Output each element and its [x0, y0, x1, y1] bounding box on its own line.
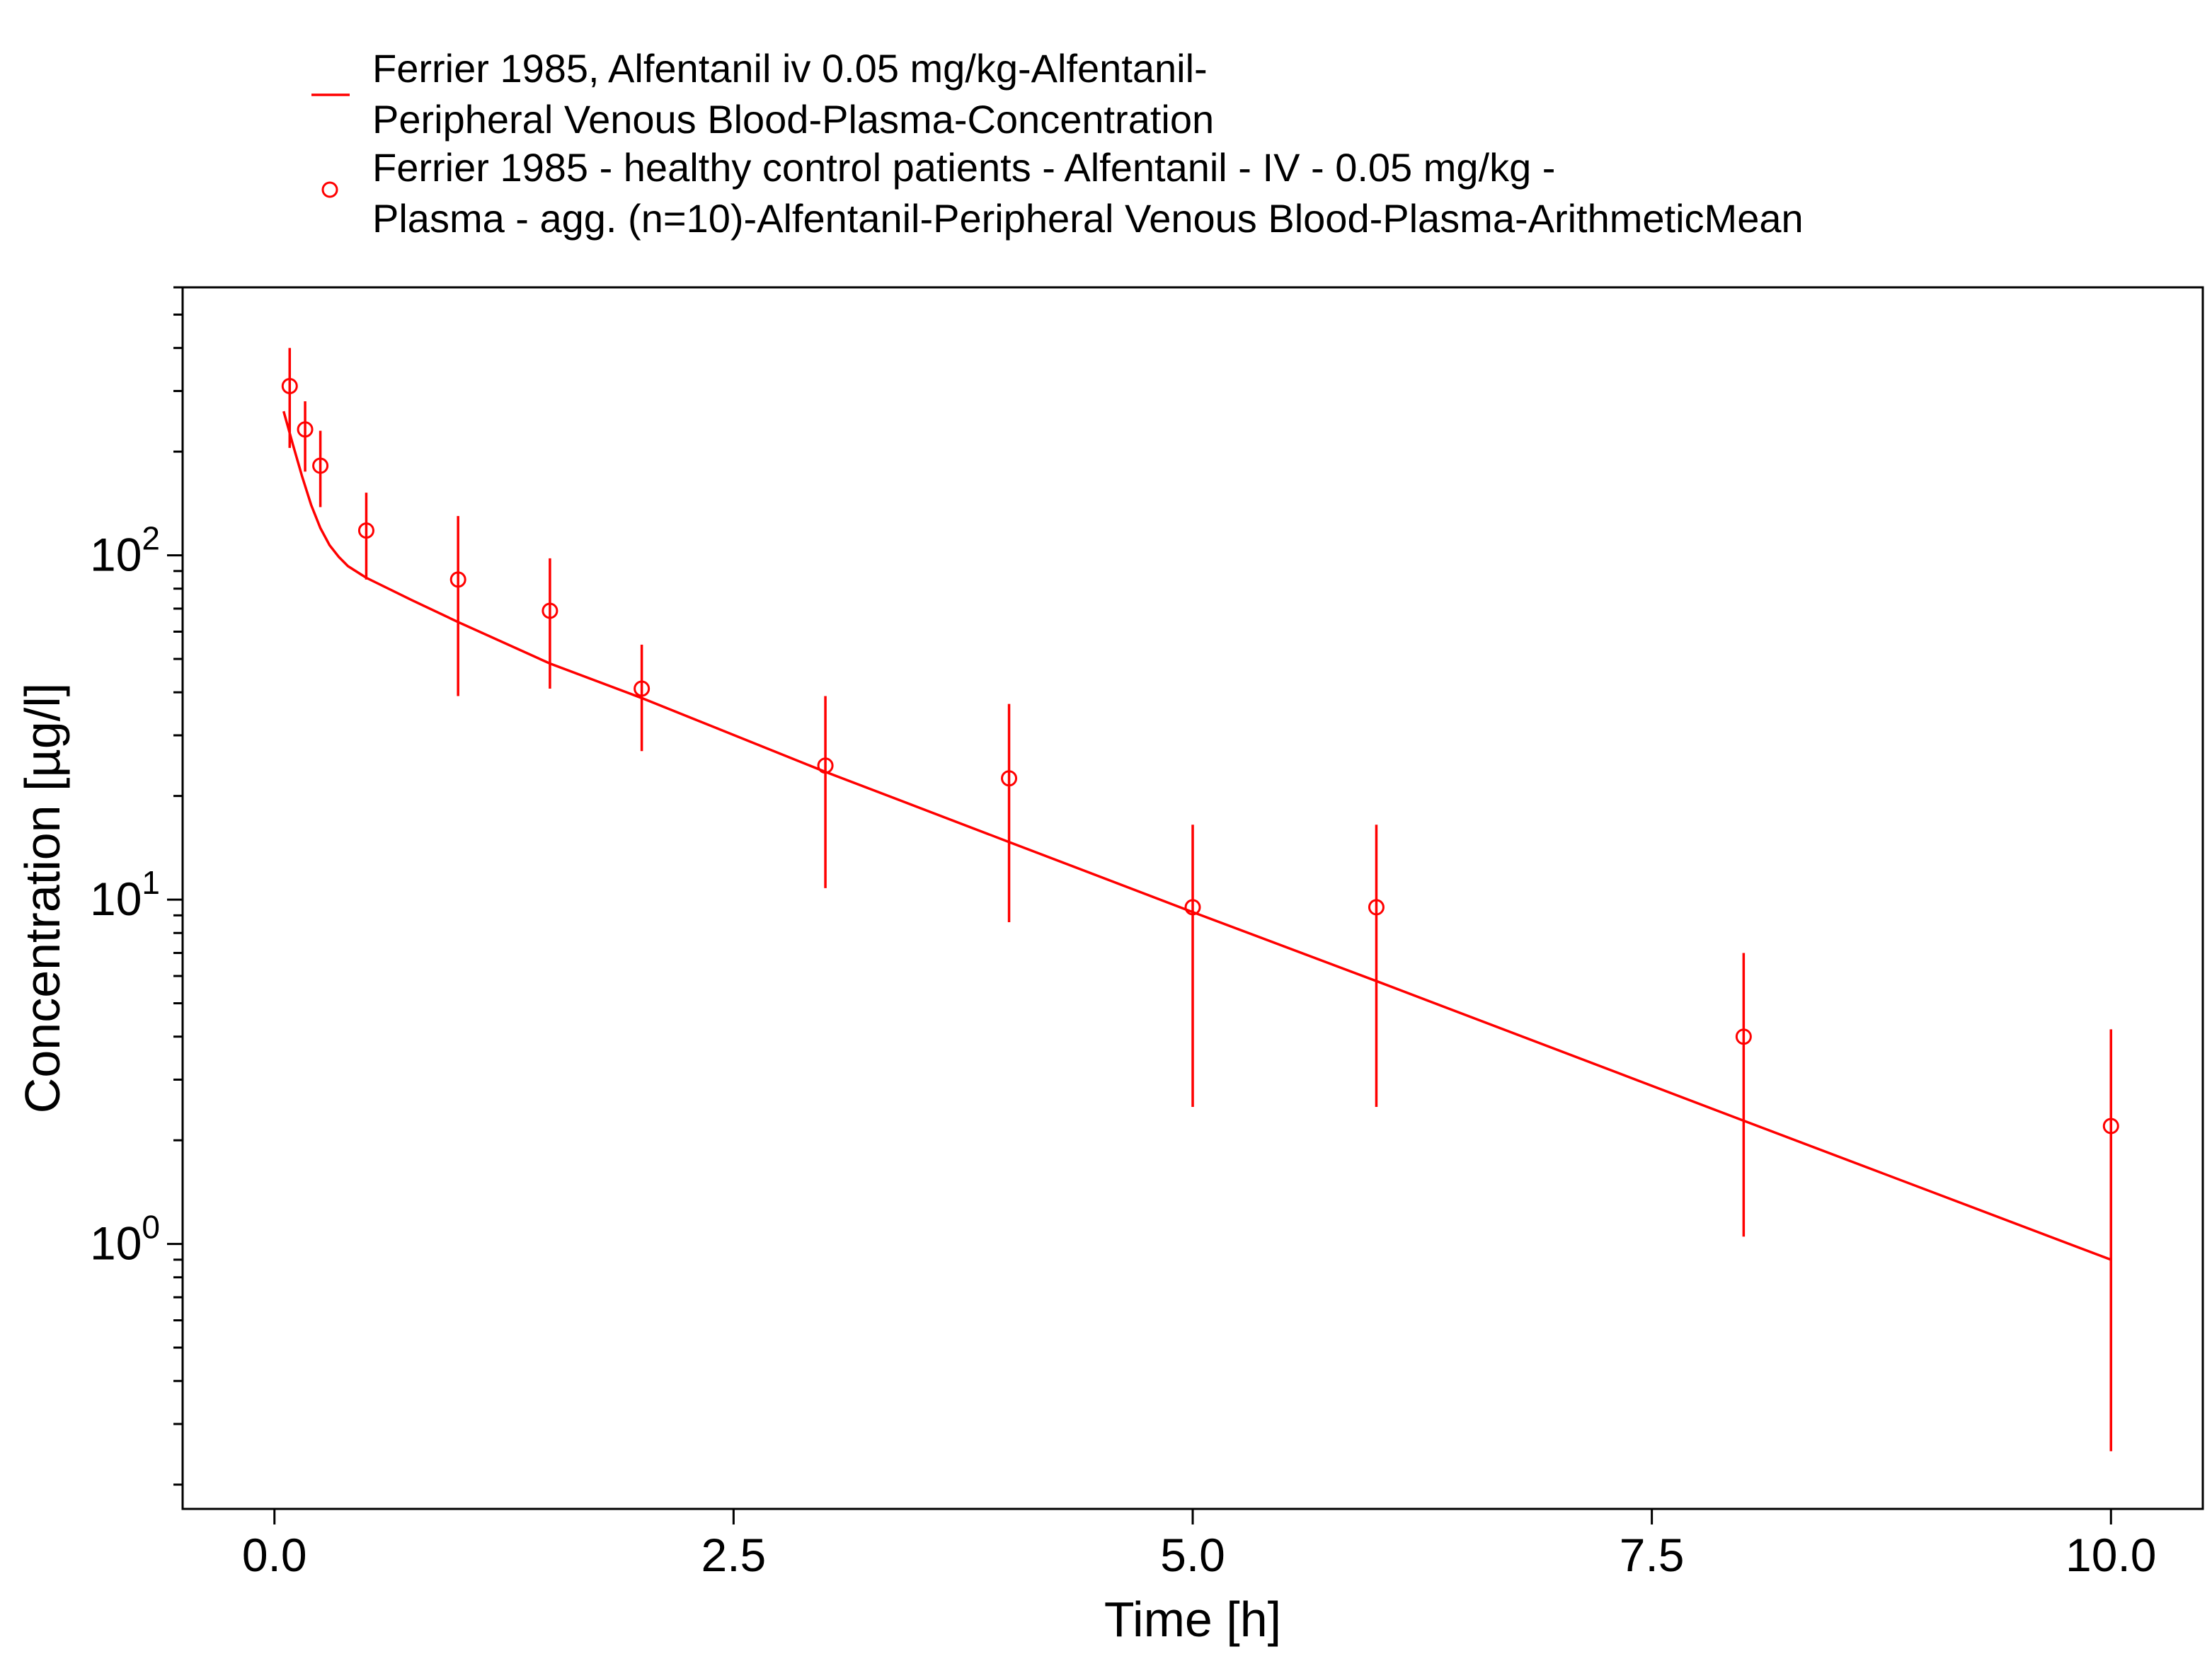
legend-label: Ferrier 1985, Alfentanil iv 0.05 mg/kg-A…	[372, 46, 1208, 91]
data-point	[634, 680, 651, 697]
legend-label: Plasma - agg. (n=10)-Alfentanil-Peripher…	[372, 196, 1804, 241]
x-tick-label: 0.0	[242, 1529, 307, 1581]
data-point	[1184, 899, 1201, 916]
x-tick-label: 10.0	[2065, 1529, 2156, 1581]
y-axis-label: Concentration [µg/l]	[15, 683, 70, 1113]
data-point	[312, 457, 329, 474]
data-point	[541, 602, 558, 619]
data-point	[1735, 1028, 1752, 1045]
legend-marker-swatch	[321, 181, 338, 198]
data-point	[449, 571, 466, 588]
data-point	[1001, 770, 1018, 787]
y-tick-label: 102	[90, 520, 160, 581]
legend-label: Ferrier 1985 - healthy control patients …	[372, 145, 1555, 190]
x-axis: 0.0 2.5 5.0 7.5 10.0	[242, 1509, 2157, 1581]
simulation-line	[282, 410, 2111, 1261]
legend-label: Peripheral Venous Blood-Plasma-Concentra…	[372, 97, 1214, 142]
y-tick-label: 100	[90, 1209, 160, 1270]
data-point	[281, 378, 298, 395]
data-point	[2102, 1118, 2119, 1135]
data-point	[1368, 899, 1385, 916]
y-axis: 100 101 102	[90, 286, 183, 1486]
x-tick-label: 2.5	[701, 1529, 766, 1581]
x-axis-label: Time [h]	[1104, 1592, 1281, 1647]
data-point	[297, 421, 314, 438]
y-tick-label: 101	[90, 864, 160, 925]
legend: Ferrier 1985, Alfentanil iv 0.05 mg/kg-A…	[311, 46, 1804, 241]
data-point	[817, 757, 834, 774]
plot-area	[281, 348, 2119, 1452]
x-tick-label: 5.0	[1160, 1529, 1225, 1581]
x-tick-label: 7.5	[1620, 1529, 1685, 1581]
data-point	[357, 522, 374, 539]
